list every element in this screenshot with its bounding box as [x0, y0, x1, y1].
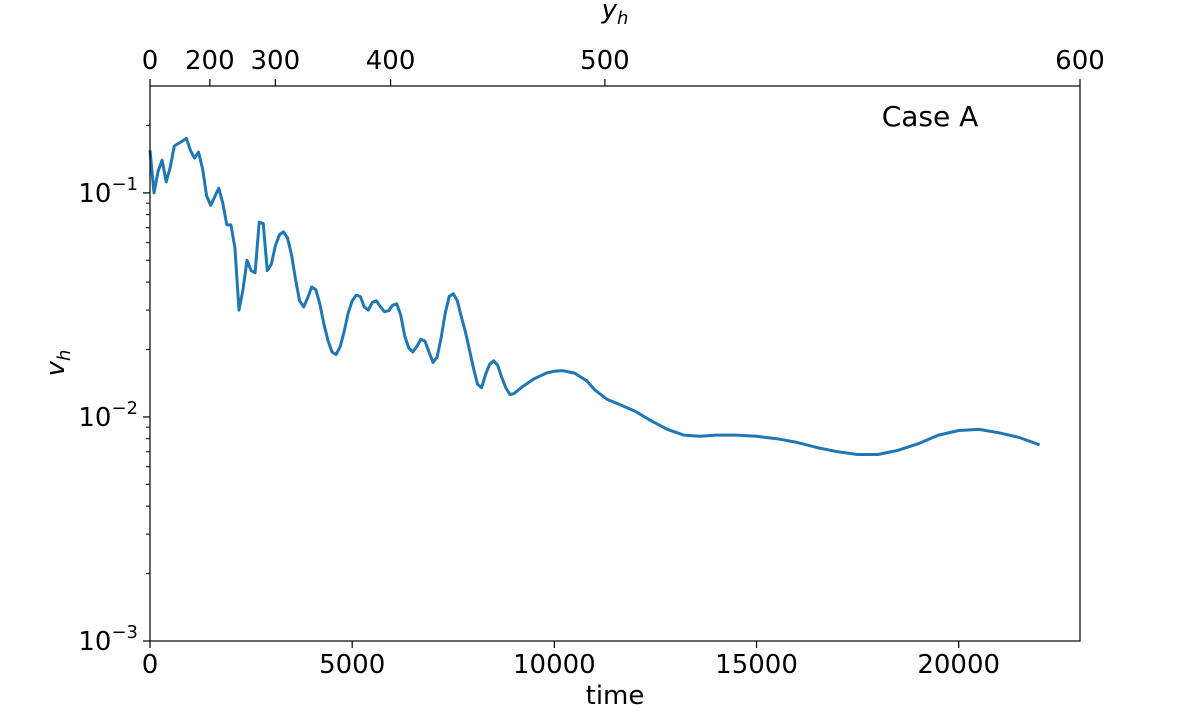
plot-frame	[149, 85, 1081, 642]
x-tick-label: 0	[142, 650, 159, 680]
top-tick-label: 500	[580, 46, 630, 76]
y-tick-label: 10−2	[78, 398, 138, 433]
top-tick-label: 300	[251, 46, 301, 76]
top-x-axis: 0 200 300 400 500 600	[142, 46, 1105, 86]
x-tick-label: 15000	[715, 650, 798, 680]
top-tick-label: 400	[366, 46, 416, 76]
y-axis: 10−3 10−2 10−1	[78, 124, 150, 657]
x-axis: 0 5000 10000 15000 20000	[142, 641, 1000, 680]
x-tick-label: 20000	[917, 650, 1000, 680]
x-axis-label: time	[586, 681, 645, 711]
x-tick-label: 5000	[319, 650, 385, 680]
chart-annotation: Case A	[882, 100, 979, 133]
top-tick-label: 200	[185, 46, 235, 76]
y-tick-label: 10−1	[78, 174, 138, 209]
top-tick-label: 600	[1055, 46, 1105, 76]
x-tick-label: 10000	[513, 650, 596, 680]
y-tick-label: 10−3	[78, 622, 138, 657]
y-axis-label: vh	[41, 350, 75, 377]
top-x-axis-label: yh	[601, 0, 629, 29]
series-line	[148, 136, 1041, 456]
top-tick-label: 0	[142, 46, 159, 76]
